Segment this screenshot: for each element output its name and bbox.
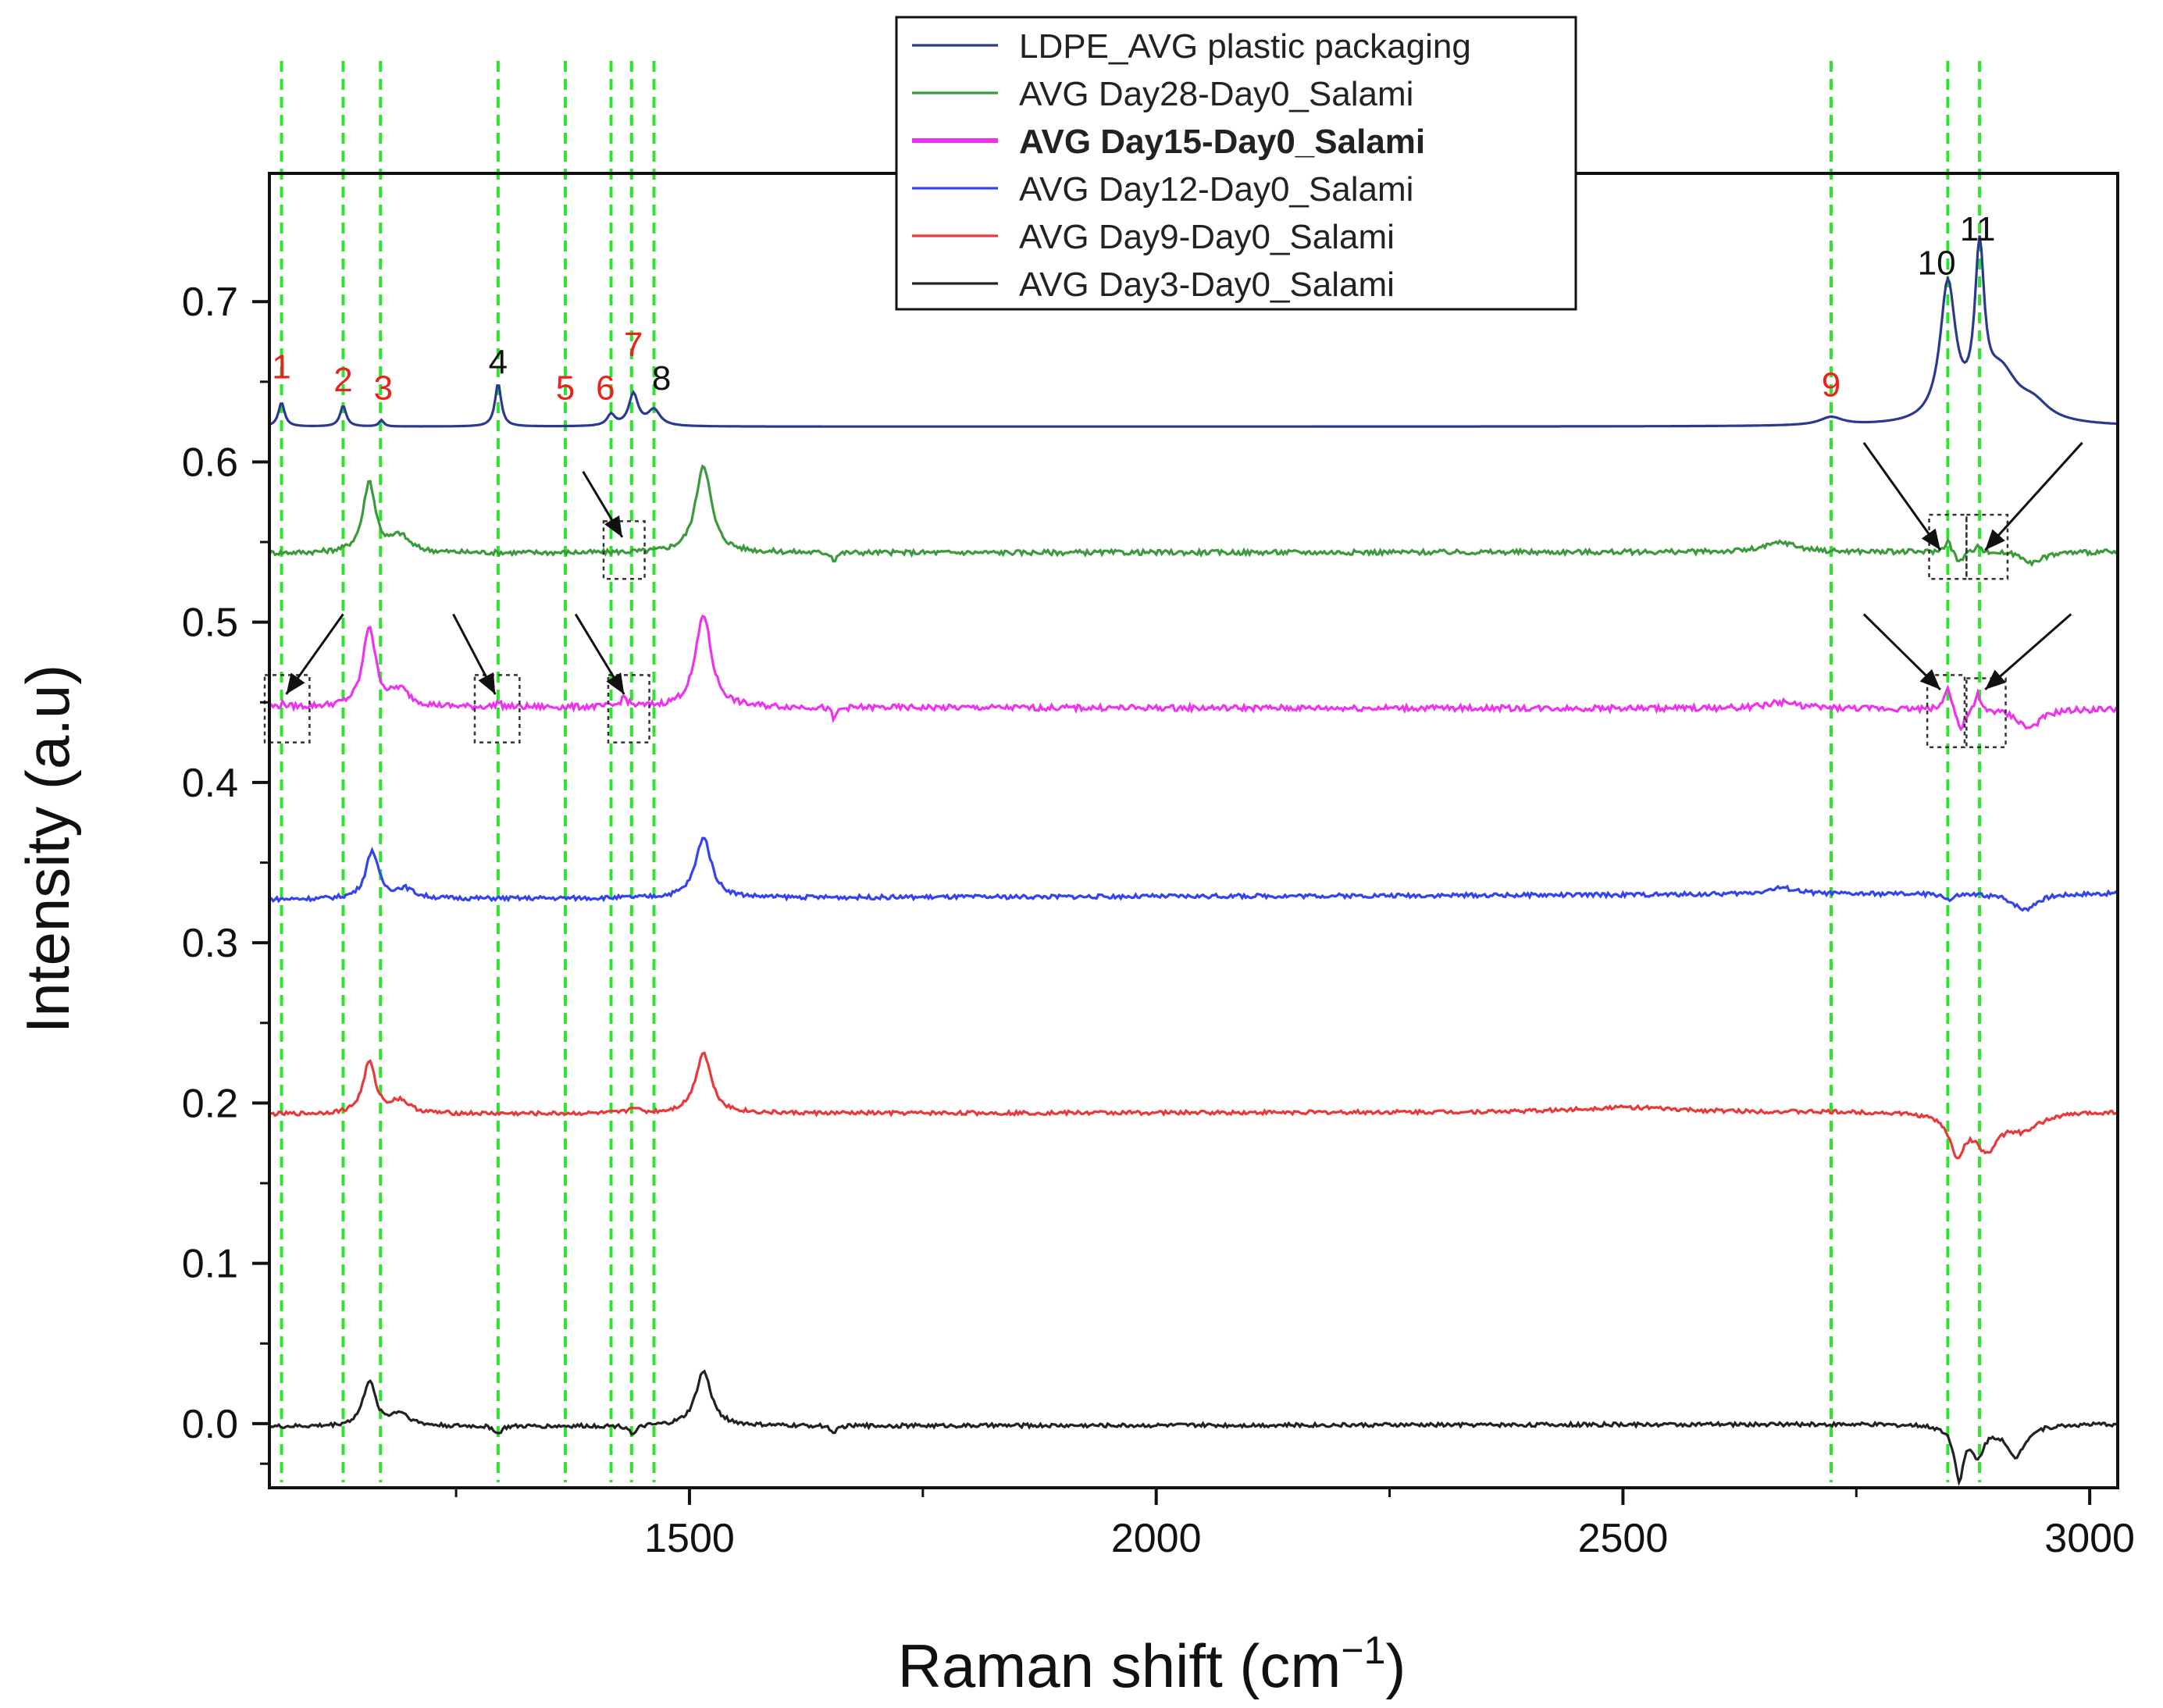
legend-label-4: AVG Day12-Day0_Salami [1019,170,1413,209]
axes: 1500 2000 2500 3000 0.00.10.20.30.40.50.60.… [182,172,2135,1561]
y-tick-label: 0.2 [182,1081,238,1126]
peak-label-4: 4 [489,344,508,382]
legend-label-1: LDPE_AVG plastic packaging [1019,27,1471,66]
y-tick-label: 0.4 [182,761,238,806]
legend-label-6: AVG Day3-Day0_Salami [1019,266,1395,304]
y-axis-ticks: 0.0 0.1 0.2 0.3 0.4 0.5 0.6 0.7 [182,280,269,1465]
x-tick-label: 2500 [1578,1516,1669,1561]
highlight-box [473,674,521,743]
legend-box [895,16,1577,311]
arrow-shaft [1984,441,2083,551]
peak-label-2: 2 [333,361,352,399]
highlight-box [602,520,646,580]
highlight-box [1928,513,1968,580]
peak-label-5: 5 [556,369,575,407]
legend: LDPE_AVG plastic packaging AVG Day28-Day0… [895,16,1577,311]
x-tick-label: 3000 [2044,1516,2135,1561]
peak-label-1: 1 [272,348,290,387]
series-lines [268,235,2119,1487]
x-axis-title: Raman shift (cm−1) [898,1628,1406,1700]
arrow-shaft [1862,441,1942,551]
highlight-box [1965,677,2007,749]
y-tick-label: 0.7 [182,280,238,325]
highlight-box [263,674,311,743]
series-line-6 [268,1369,2118,1487]
y-tick-label: 0.0 [182,1402,238,1447]
peak-label-10: 10 [1918,244,1956,282]
series-line-5 [269,1051,2118,1160]
arrow-head [1919,669,1940,690]
legend-label-2: AVG Day28-Day0_Salami [1019,75,1413,113]
peak-label-6: 6 [596,369,615,407]
x-tick-label: 2000 [1111,1516,1202,1561]
y-tick-label: 0.3 [182,921,238,966]
series-line-4 [269,836,2119,913]
series-line-1 [269,235,2118,428]
highlight-box [1965,513,2009,580]
arrow-head [478,672,496,695]
peak-label-7: 7 [624,326,643,364]
reference-lines [280,61,1982,1482]
legend-label-3: AVG Day15-Day0_Salami [1019,123,1425,161]
legend-label-5: AVG Day9-Day0_Salami [1019,218,1395,256]
arrow-head [604,515,622,537]
peak-label-8: 8 [652,359,671,398]
series-line-3 [268,614,2119,732]
y-tick-label: 0.5 [182,601,238,646]
peak-label-9: 9 [1822,365,1841,404]
arrow-head [606,672,625,695]
arrow-head [286,672,305,695]
highlight-box [1926,674,1966,749]
peak-label-11: 11 [1960,210,1996,248]
arrow-head [1985,669,2007,690]
x-axis-ticks: 1500 2000 2500 3000 [454,1488,2135,1561]
arrow-head [1921,528,1940,551]
series-line-2 [268,464,2119,568]
arrow-head [1985,529,2005,551]
y-tick-label: 0.1 [182,1242,238,1287]
highlight-box [607,674,650,743]
peak-label-3: 3 [374,369,393,407]
y-tick-label: 0.6 [182,440,238,485]
x-tick-label: 1500 [644,1516,735,1561]
y-axis-title: Intensity (a.u) [13,665,82,1034]
